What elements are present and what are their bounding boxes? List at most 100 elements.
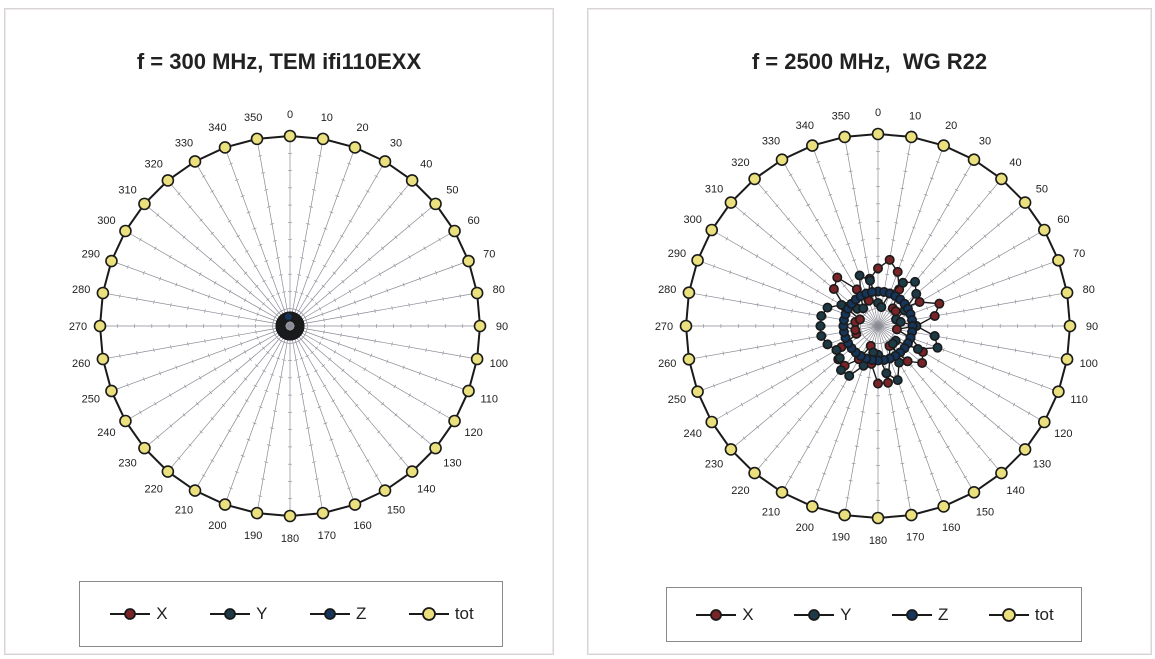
spoke-tick bbox=[378, 272, 382, 277]
spoke-tick bbox=[764, 458, 768, 462]
spoke-tick bbox=[755, 254, 759, 259]
series-point-tot bbox=[250, 132, 264, 146]
radial-spoke bbox=[730, 325, 879, 450]
spoke-tick bbox=[305, 276, 310, 279]
angle-tick-label: 290 bbox=[668, 248, 686, 260]
spoke-tick bbox=[258, 406, 263, 409]
spoke-tick bbox=[849, 279, 854, 282]
angle-tick-label: 210 bbox=[762, 506, 780, 518]
series-point-tot bbox=[806, 139, 819, 152]
series-point-tot bbox=[1037, 415, 1051, 429]
spoke-tick bbox=[745, 276, 748, 281]
spoke-tick bbox=[232, 258, 237, 262]
spoke-tick bbox=[169, 424, 173, 428]
series-point-tot bbox=[119, 224, 132, 238]
angle-tick-label: 310 bbox=[705, 183, 723, 195]
spoke-tick bbox=[299, 257, 305, 259]
series-point-tot bbox=[218, 141, 232, 154]
series-point-tot bbox=[806, 500, 819, 513]
spoke-tick bbox=[894, 222, 899, 224]
radial-spoke bbox=[289, 325, 324, 514]
series-point-Y bbox=[822, 339, 833, 350]
radial-spoke bbox=[144, 325, 291, 449]
spoke-tick bbox=[1041, 383, 1043, 388]
spoke-tick bbox=[204, 338, 206, 344]
series-point-tot bbox=[188, 155, 202, 168]
angle-tick-label: 60 bbox=[467, 215, 479, 227]
spoke-tick bbox=[169, 255, 172, 259]
spoke-tick bbox=[210, 190, 215, 193]
spoke-tick bbox=[946, 311, 948, 316]
series-point-tot bbox=[995, 466, 1008, 480]
spoke-tick bbox=[221, 335, 223, 341]
spoke-tick bbox=[929, 369, 933, 373]
spoke-tick bbox=[756, 425, 760, 429]
spoke-tick bbox=[755, 393, 759, 398]
spoke-tick bbox=[207, 294, 210, 299]
spoke-tick bbox=[246, 438, 251, 441]
radial-spoke bbox=[877, 145, 944, 327]
legend-label: X bbox=[156, 604, 168, 623]
spoke-tick bbox=[952, 367, 955, 372]
spoke-tick bbox=[329, 438, 334, 441]
angle-tick-label: 120 bbox=[1054, 428, 1072, 440]
angle-tick-label: 130 bbox=[443, 457, 461, 469]
spoke-tick bbox=[311, 189, 317, 191]
spoke-tick bbox=[828, 456, 833, 459]
spoke-tick bbox=[322, 264, 327, 268]
spoke-tick bbox=[323, 317, 325, 323]
spoke-tick bbox=[272, 410, 278, 412]
series-point-Y bbox=[881, 368, 892, 379]
spoke-tick bbox=[408, 255, 411, 259]
spoke-tick bbox=[170, 302, 172, 308]
series-point-tot bbox=[748, 172, 761, 186]
series-point-tot bbox=[937, 500, 950, 513]
spoke-tick bbox=[926, 306, 929, 311]
spoke-tick bbox=[956, 256, 960, 261]
series-point-tot bbox=[905, 130, 918, 144]
spoke-tick bbox=[308, 206, 314, 208]
spoke-tick bbox=[357, 205, 361, 208]
spoke-tick bbox=[340, 314, 342, 320]
polar-grid bbox=[686, 134, 1070, 518]
spoke-tick bbox=[276, 357, 281, 360]
spoke-tick bbox=[791, 339, 793, 344]
spoke-tick bbox=[278, 274, 284, 276]
spoke-tick bbox=[808, 336, 810, 341]
radial-spoke bbox=[125, 230, 291, 327]
spoke-tick bbox=[866, 376, 871, 379]
series-point-tot bbox=[96, 352, 110, 366]
spoke-tick bbox=[791, 308, 793, 313]
spoke-tick bbox=[797, 188, 802, 192]
spoke-tick bbox=[264, 260, 269, 263]
spoke-tick bbox=[365, 417, 370, 421]
spoke-tick bbox=[209, 257, 213, 262]
spoke-tick bbox=[235, 279, 239, 284]
spoke-tick bbox=[263, 189, 269, 191]
series-point-tot bbox=[405, 174, 419, 187]
spoke-tick bbox=[722, 351, 724, 356]
angle-tick-label: 270 bbox=[655, 321, 673, 333]
spoke-tick bbox=[199, 430, 203, 434]
spoke-tick bbox=[725, 411, 729, 416]
series-point-tot bbox=[838, 130, 851, 144]
radial-spoke bbox=[877, 202, 1026, 327]
legend-swatch bbox=[696, 608, 737, 621]
angle-labels: 0 10 20 30 40 50 60 70 80 90 100 110 120 130 140 150 160… bbox=[655, 107, 1098, 547]
angle-tick-label: 100 bbox=[1080, 358, 1098, 370]
spoke-tick bbox=[769, 234, 773, 238]
legend-swatch bbox=[110, 608, 151, 620]
spoke-tick bbox=[842, 284, 847, 288]
spoke-tick bbox=[269, 223, 275, 225]
spoke-tick bbox=[845, 153, 850, 155]
series-point-tot bbox=[691, 254, 704, 267]
spoke-tick bbox=[357, 311, 359, 317]
series-point-tot bbox=[995, 172, 1008, 186]
series-point-tot bbox=[1018, 443, 1032, 456]
spoke-tick bbox=[252, 227, 257, 230]
spoke-tick bbox=[860, 239, 865, 241]
spoke-tick bbox=[195, 401, 199, 406]
spoke-tick bbox=[311, 461, 317, 463]
spoke-tick bbox=[788, 475, 793, 479]
spoke-tick bbox=[314, 369, 318, 373]
